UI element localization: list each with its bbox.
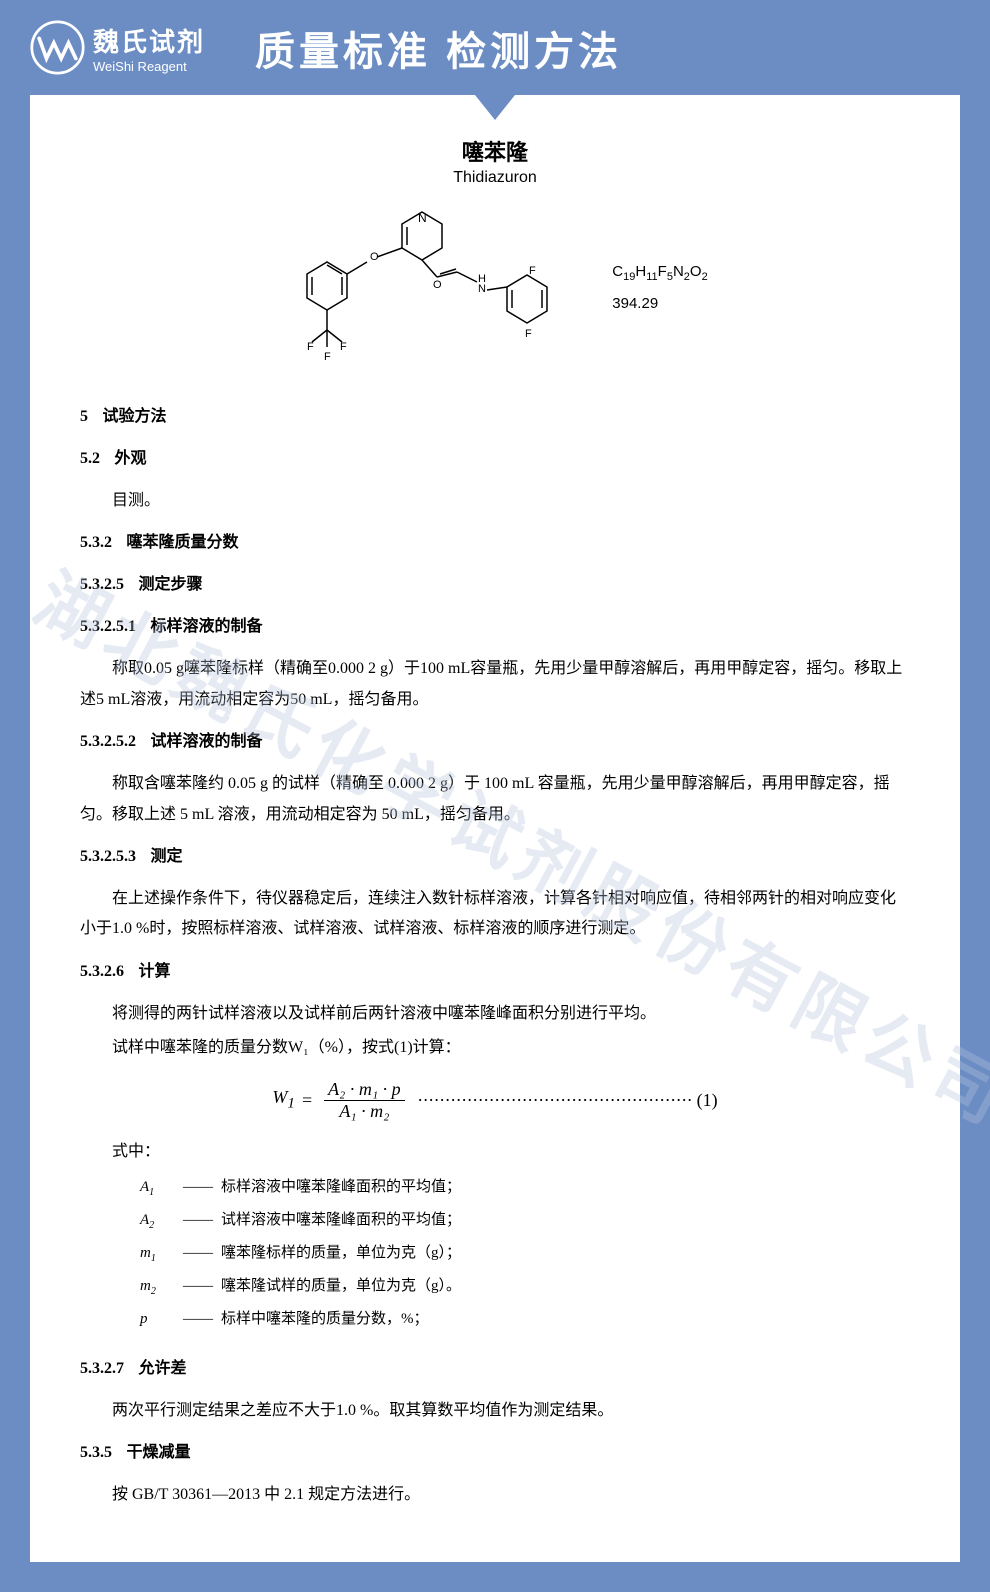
var-item: p——标样中噻苯隆的质量分数，%； [140, 1303, 910, 1336]
section-num: 5.3.2.5.3 [80, 848, 136, 865]
section-title: 试样溶液的制备 [150, 733, 262, 750]
header-notch [475, 95, 515, 120]
section-5-3-2: 5.3.2 噻苯隆质量分数 [80, 528, 910, 552]
svg-text:O: O [370, 251, 379, 263]
formula-label: (1) [697, 1090, 718, 1111]
svg-text:F: F [525, 328, 532, 340]
chemical-mw: 394.29 [612, 295, 707, 312]
section-num: 5.2 [80, 450, 100, 467]
svg-text:F: F [307, 341, 314, 353]
section-num: 5.3.2.5.2 [80, 733, 136, 750]
section-num: 5.3.2 [80, 534, 112, 551]
svg-text:F: F [324, 351, 331, 363]
var-desc: 噻苯隆标样的质量，单位为克（g）； [221, 1237, 461, 1270]
section-title: 测定 [150, 848, 182, 865]
var-desc: 标样溶液中噻苯隆峰面积的平均值； [221, 1171, 461, 1204]
chemical-structure: N O H N F F O [282, 202, 562, 372]
svg-text:O: O [433, 279, 442, 291]
section-title: 允许差 [138, 1360, 186, 1377]
section-5-2: 5.2 外观 [80, 444, 910, 468]
section-5-3-2-5-3: 5.3.2.5.3 测定 [80, 842, 910, 866]
svg-text:F: F [529, 265, 536, 277]
formula-lhs-sub: 1 [287, 1096, 295, 1112]
body-text: 将测得的两针试样溶液以及试样前后两针溶液中噻苯隆峰面积分别进行平均。 [80, 999, 910, 1029]
variable-list: A1——标样溶液中噻苯隆峰面积的平均值； A2——试样溶液中噻苯隆峰面积的平均值… [140, 1171, 910, 1336]
body-text: 按 GB/T 30361—2013 中 2.1 规定方法进行。 [80, 1480, 910, 1510]
formula-lhs: W [272, 1087, 287, 1107]
logo-text-cn: 魏氏试剂 [93, 22, 205, 59]
section-num: 5.3.2.7 [80, 1360, 124, 1377]
section-5-3-2-6: 5.3.2.6 计算 [80, 957, 910, 981]
formula: W1 = A₂ · m₁ · p A₁ · m₂ ···············… [80, 1079, 910, 1122]
header-title: 质量标准 检测方法 [255, 19, 622, 77]
svg-text:N: N [418, 211, 427, 225]
section-num: 5.3.2.5.1 [80, 618, 136, 635]
section-5-3-2-5-1: 5.3.2.5.1 标样溶液的制备 [80, 612, 910, 636]
body-text: 两次平行测定结果之差应不大于1.0 %。取其算数平均值作为测定结果。 [80, 1396, 910, 1426]
section-num: 5.3.5 [80, 1444, 112, 1461]
logo: 魏氏试剂 WeiShi Reagent [30, 20, 205, 75]
section-title: 测定步骤 [138, 576, 202, 593]
section-num: 5.3.2.5 [80, 576, 124, 593]
chemical-info: N O H N F F O [80, 202, 910, 372]
section-5-3-2-5-2: 5.3.2.5.2 试样溶液的制备 [80, 727, 910, 751]
formula-dots: ········································… [418, 1090, 693, 1111]
logo-text-en: WeiShi Reagent [93, 59, 205, 74]
section-5: 5 试验方法 [80, 402, 910, 426]
section-num: 5.3.2.6 [80, 963, 124, 980]
body-text: 在上述操作条件下，待仪器稳定后，连续注入数针标样溶液，计算各针相对响应值，待相邻… [80, 884, 910, 945]
var-item: A1——标样溶液中噻苯隆峰面积的平均值； [140, 1171, 910, 1204]
var-item: m2——噻苯隆试样的质量，单位为克（g）。 [140, 1270, 910, 1303]
logo-icon [30, 20, 85, 75]
body-text: 称取0.05 g噻苯隆标样（精确至0.000 2 g）于100 mL容量瓶，先用… [80, 654, 910, 715]
content-wrapper: 湖北魏氏化学试剂股份有限公司 噻苯隆 Thidiazuron N O H N [0, 95, 990, 1592]
section-num: 5 [80, 408, 88, 425]
section-5-3-2-7: 5.3.2.7 允许差 [80, 1354, 910, 1378]
section-title: 外观 [114, 450, 146, 467]
section-title: 标样溶液的制备 [150, 618, 262, 635]
body-text: 称取含噻苯隆约 0.05 g 的试样（精确至 0.000 2 g）于 100 m… [80, 769, 910, 830]
page-header: 魏氏试剂 WeiShi Reagent 质量标准 检测方法 [0, 0, 990, 95]
chemical-formula: C19H11F5N2O2 [612, 263, 707, 283]
chemical-data: C19H11F5N2O2 394.29 [612, 263, 707, 312]
section-5-3-2-5: 5.3.2.5 测定步骤 [80, 570, 910, 594]
var-desc: 试样溶液中噻苯隆峰面积的平均值； [221, 1204, 461, 1237]
section-title: 噻苯隆质量分数 [126, 534, 238, 551]
var-desc: 标样中噻苯隆的质量分数，%； [221, 1303, 429, 1336]
where-label: 式中： [80, 1137, 910, 1161]
var-desc: 噻苯隆试样的质量，单位为克（g）。 [221, 1270, 461, 1303]
svg-text:N: N [478, 283, 486, 295]
chemical-name-cn: 噻苯隆 [80, 135, 910, 167]
content: 湖北魏氏化学试剂股份有限公司 噻苯隆 Thidiazuron N O H N [30, 95, 960, 1562]
var-item: m1——噻苯隆标样的质量，单位为克（g）； [140, 1237, 910, 1270]
formula-denominator: A₁ · m₂ [335, 1101, 393, 1122]
body-text: 试样中噻苯隆的质量分数W₁（%），按式(1)计算： [80, 1033, 910, 1063]
chemical-header: 噻苯隆 Thidiazuron [80, 135, 910, 187]
chemical-name-en: Thidiazuron [80, 169, 910, 187]
svg-text:F: F [340, 341, 347, 353]
var-item: A2——试样溶液中噻苯隆峰面积的平均值； [140, 1204, 910, 1237]
formula-numerator: A₂ · m₁ · p [324, 1079, 405, 1101]
section-title: 计算 [138, 963, 170, 980]
section-title: 试验方法 [102, 408, 166, 425]
section-5-3-5: 5.3.5 干燥减量 [80, 1438, 910, 1462]
section-title: 干燥减量 [126, 1444, 190, 1461]
body-text: 目测。 [80, 486, 910, 516]
